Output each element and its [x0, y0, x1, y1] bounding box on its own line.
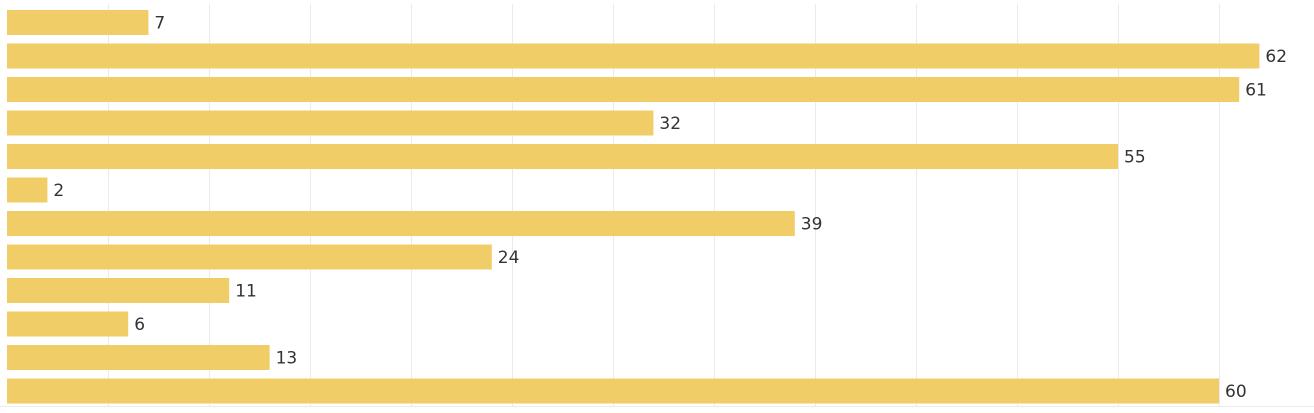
bar-value-label: 32 — [659, 114, 681, 134]
bars — [7, 10, 1260, 404]
bar — [7, 345, 270, 370]
bar-value-label: 24 — [498, 248, 520, 268]
bar — [7, 110, 654, 136]
data-labels: 7 62 61 32 55 2 39 24 11 6 13 60 — [53, 14, 1287, 403]
bar — [7, 10, 149, 35]
bar — [7, 77, 1240, 102]
bar-value-label: 6 — [134, 315, 145, 335]
bar-value-label: 11 — [235, 282, 257, 302]
bar-value-label: 62 — [1265, 47, 1287, 67]
bar — [7, 144, 1118, 169]
bar — [7, 244, 492, 270]
bar-value-label: 39 — [801, 215, 823, 235]
bar-value-label: 2 — [53, 181, 64, 201]
bar — [7, 43, 1260, 69]
bar-value-label: 13 — [276, 349, 298, 369]
bar — [7, 311, 129, 337]
bar-value-label: 7 — [154, 14, 165, 34]
bar — [7, 278, 230, 303]
grid-lines — [0, 4, 1314, 407]
bar — [7, 211, 795, 236]
bar-value-label: 55 — [1124, 148, 1146, 168]
bar — [7, 378, 1219, 404]
bar-value-label: 61 — [1245, 81, 1267, 101]
bar-value-label: 60 — [1225, 382, 1247, 402]
bar — [7, 177, 48, 203]
